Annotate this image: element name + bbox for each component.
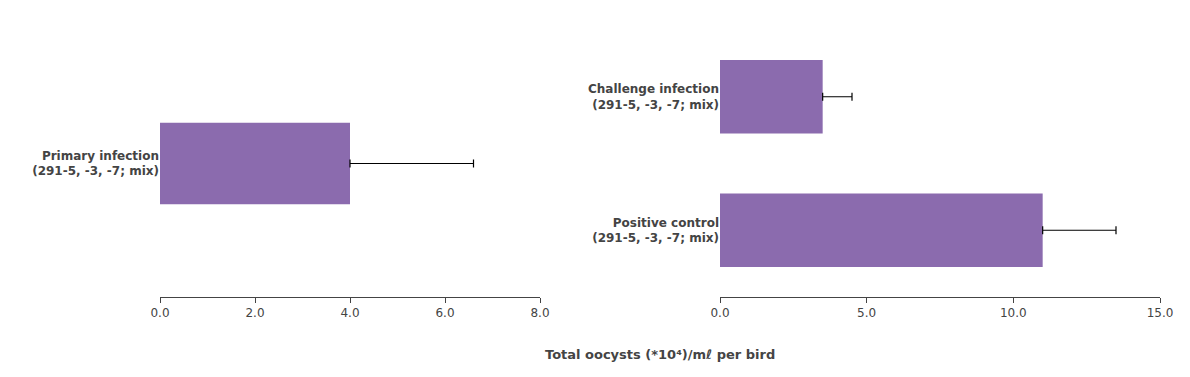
svg-text:Total oocysts (*10⁴)/mℓ per bi: Total oocysts (*10⁴)/mℓ per bird — [545, 347, 775, 362]
svg-text:2.0: 2.0 — [245, 306, 264, 320]
svg-text:5.0: 5.0 — [857, 306, 876, 320]
svg-text:8.0: 8.0 — [530, 306, 549, 320]
svg-text:15.0: 15.0 — [1147, 306, 1174, 320]
svg-text:0.0: 0.0 — [150, 306, 169, 320]
svg-text:4.0: 4.0 — [340, 306, 359, 320]
svg-text:Primary infection(291-5, -3, -: Primary infection(291-5, -3, -7; mix) — [32, 149, 159, 179]
svg-text:10.0: 10.0 — [1000, 306, 1027, 320]
svg-text:Challenge infection(291-5, -3,: Challenge infection(291-5, -3, -7; mix) — [588, 82, 719, 112]
svg-text:Positive control(291-5, -3, -7: Positive control(291-5, -3, -7; mix) — [592, 216, 719, 246]
svg-text:6.0: 6.0 — [435, 306, 454, 320]
svg-text:0.0: 0.0 — [710, 306, 729, 320]
